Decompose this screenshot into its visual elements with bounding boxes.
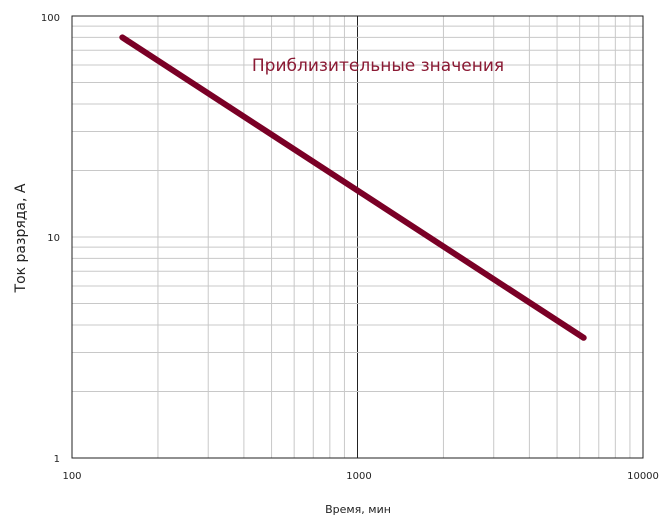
plot-frame: [71, 15, 644, 459]
series-line-0: [119, 34, 587, 341]
approx-values-annotation: Приблизительные значения: [252, 56, 504, 76]
y-tick-10: 10: [47, 233, 60, 244]
x-tick-100: 100: [62, 471, 81, 482]
chart-marks: [119, 34, 587, 341]
y-axis-label: Ток разряда, А: [13, 183, 29, 293]
y-tick-1: 1: [54, 454, 60, 465]
x-tick-10000: 10000: [627, 471, 659, 482]
chart-grid: [72, 16, 643, 458]
x-tick-1000: 1000: [346, 471, 371, 482]
y-tick-100: 100: [41, 13, 60, 24]
x-axis-label: Время, мин: [325, 503, 391, 516]
